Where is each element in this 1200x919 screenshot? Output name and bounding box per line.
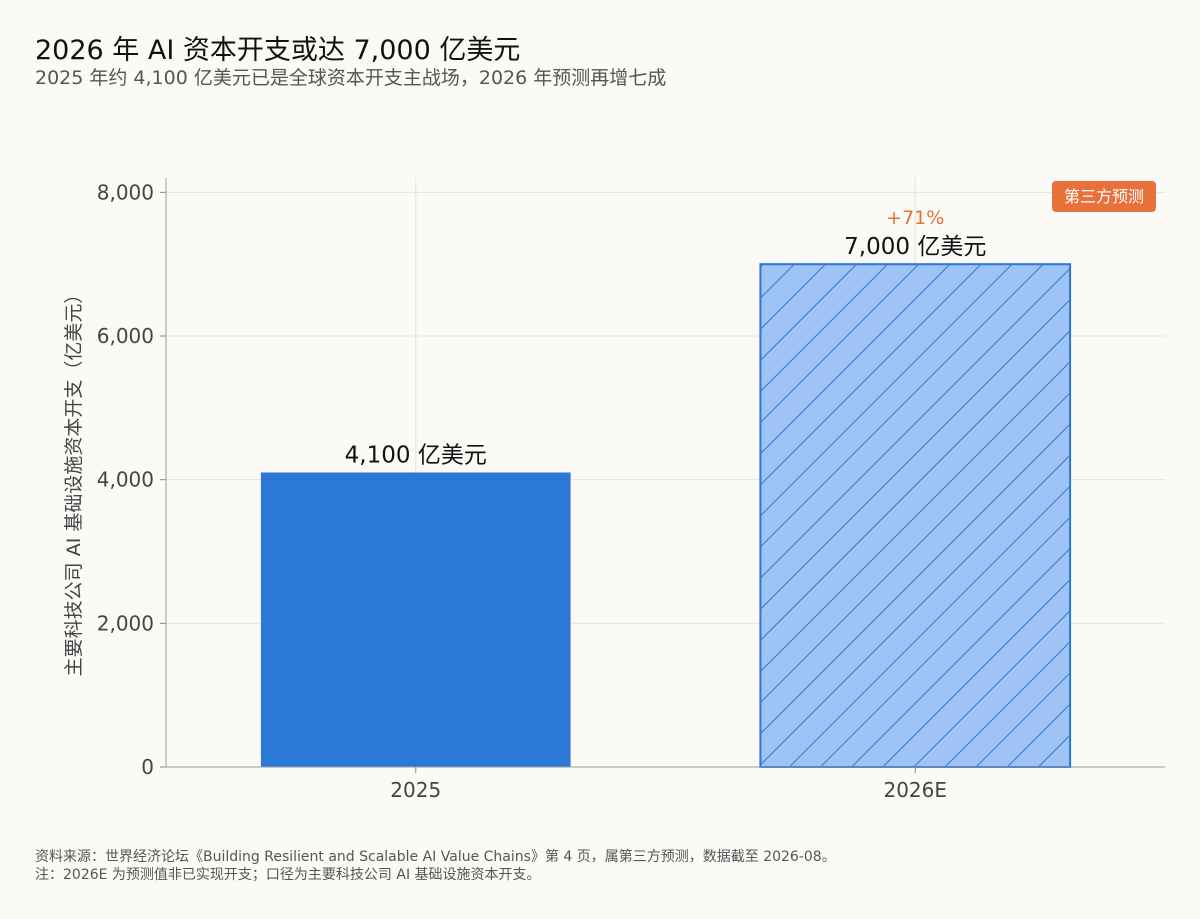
bar-2026e-hatch [759, 263, 1072, 768]
chart-title: 2026 年 AI 资本开支或达 7,000 亿美元 [35, 35, 521, 66]
chart-subtitle: 2025 年约 4,100 亿美元已是全球资本开支主战场，2026 年预测再增七… [35, 67, 667, 89]
bars-layer [260, 263, 1072, 768]
y-tick-label: 2,000 [97, 611, 154, 635]
chart-footer: 资料来源：世界经济论坛《Building Resilient and Scala… [35, 848, 836, 884]
footnote: 注：2026E 为预测值非已实现开支；口径为主要科技公司 AI 基础设施资本开支… [35, 867, 541, 883]
source-note: 资料来源：世界经济论坛《Building Resilient and Scala… [35, 849, 836, 865]
y-tick-label: 4,000 [97, 468, 154, 492]
y-tick-label: 0 [141, 755, 154, 779]
x-tick-label: 2025 [390, 778, 441, 802]
y-axis-label: 主要科技公司 AI 基础设施资本开支（亿美元） [63, 285, 85, 677]
axes-layer [160, 178, 1165, 773]
labels-layer: 0 2,000 4,000 6,000 8,000 4,100 亿美元 2025 7,000 … [63, 180, 1156, 802]
y-tick-label: 8,000 [97, 180, 154, 204]
forecast-badge-bg [1052, 181, 1156, 212]
bar-value-label: 4,100 亿美元 [345, 443, 487, 469]
x-tick-label: 2026E [883, 778, 947, 802]
bar-2025 [260, 472, 571, 767]
forecast-badge-text: 第三方预测 [1064, 187, 1144, 206]
bar-value-label: 7,000 亿美元 [844, 234, 986, 260]
growth-annotation: +71% [886, 207, 944, 229]
y-tick-label: 6,000 [97, 324, 154, 348]
